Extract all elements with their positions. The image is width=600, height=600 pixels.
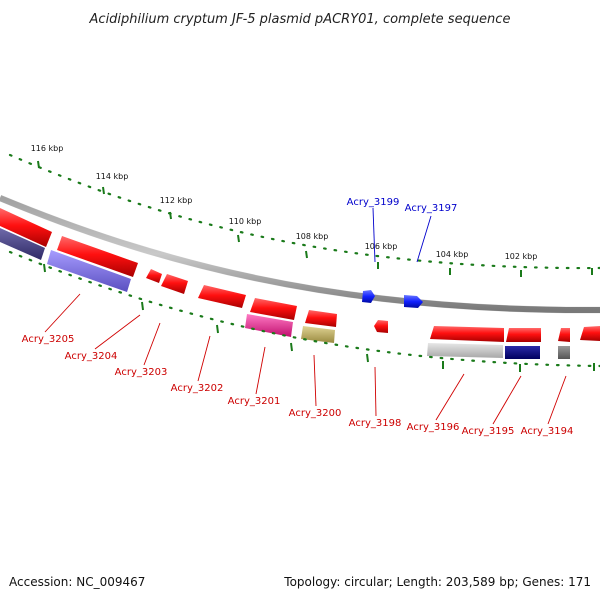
gene-label[interactable]: Acry_3202	[171, 383, 224, 394]
ruler-label: 116 kbp	[31, 144, 64, 153]
leader-line	[197, 335, 211, 382]
gene-arrow-acry-3200[interactable]	[305, 310, 337, 327]
cog-bar	[47, 250, 131, 292]
gene-label[interactable]: Acry_3205	[22, 334, 75, 345]
gene-arrow-acry-3201[interactable]	[250, 298, 297, 320]
gene-label[interactable]: Acry_3198	[349, 418, 402, 429]
gene-arrow-acry-3197[interactable]	[404, 295, 423, 308]
leader-line	[313, 354, 317, 407]
accession-text: Accession: NC_009467	[9, 575, 145, 589]
leader-line	[372, 207, 376, 263]
gene-arrow-acry-3195[interactable]	[506, 328, 541, 342]
gene-label[interactable]: Acry_3195	[462, 426, 515, 437]
gene-arrow-acry-3202[interactable]	[198, 285, 246, 308]
ruler-major-tick	[102, 186, 105, 195]
leader-line	[492, 375, 522, 425]
gene-arrow-acry-3194[interactable]	[558, 328, 570, 342]
page-title: Acidiphilium cryptum JF-5 plasmid pACRY0…	[89, 12, 511, 27]
cog-bar	[301, 326, 335, 343]
gene-label[interactable]: Acry_3194	[521, 426, 574, 437]
gene-arrow-acry-3203a[interactable]	[146, 269, 162, 283]
forward-genes	[362, 290, 423, 308]
gene-arrow-acry-3204[interactable]	[57, 236, 138, 277]
cog-bar	[0, 228, 45, 260]
ruler-label: 110 kbp	[229, 217, 262, 226]
plasmid-backbone-shadow	[0, 194, 600, 314]
leader-line	[94, 314, 141, 350]
plasmid-backbone	[0, 195, 600, 314]
ruler-major-tick	[141, 301, 144, 311]
gene-label[interactable]: Acry_3201	[228, 396, 281, 407]
label-leaders	[44, 207, 567, 425]
gene-label[interactable]: Acry_3196	[407, 422, 460, 433]
ruler-label: 106 kbp	[365, 242, 398, 251]
gene-arrow-acry-3198[interactable]	[374, 320, 388, 333]
ruler-label: 108 kbp	[296, 232, 329, 241]
ruler-label: 112 kbp	[160, 196, 193, 205]
leader-line	[416, 215, 432, 263]
gene-arrow-acry-3205[interactable]	[0, 208, 52, 247]
leader-line	[547, 375, 567, 425]
leader-line	[255, 346, 266, 395]
inner-ruler	[8, 250, 600, 372]
gene-labels: Acry_3205 Acry_3204 Acry_3203 Acry_3202 …	[22, 197, 574, 437]
ruler-major-tick	[290, 342, 293, 352]
ruler-major-tick	[169, 211, 172, 220]
leader-line	[374, 366, 377, 417]
inner-ruler-dots	[8, 250, 600, 368]
reverse-genes	[0, 208, 600, 342]
cog-bar	[505, 346, 540, 359]
leader-line	[44, 293, 81, 333]
leader-line	[435, 373, 465, 421]
cog-bar	[245, 314, 293, 337]
ruler-label: 114 kbp	[96, 172, 129, 181]
cog-track	[0, 228, 570, 359]
leader-line	[143, 322, 161, 366]
gene-label[interactable]: Acry_3200	[289, 408, 342, 419]
gene-label[interactable]: Acry_3199	[347, 197, 400, 208]
outer-ruler-dots	[8, 153, 600, 270]
gene-arrow-edge[interactable]	[580, 326, 600, 341]
gene-label[interactable]: Acry_3204	[65, 351, 118, 362]
ruler-major-tick	[366, 353, 369, 363]
ruler-major-tick	[43, 263, 46, 273]
summary-text: Topology: circular; Length: 203,589 bp; …	[283, 575, 591, 589]
ruler-label: 104 kbp	[436, 250, 469, 259]
ruler-major-tick	[305, 250, 308, 259]
outer-ruler: 116 kbp 114 kbp 112 kbp 110 kbp 108 kbp …	[8, 144, 600, 277]
gene-arrow-acry-3199[interactable]	[362, 290, 375, 303]
ruler-label: 102 kbp	[505, 252, 538, 261]
cog-bar	[427, 343, 503, 358]
ruler-major-tick	[237, 234, 240, 243]
ruler-major-tick	[37, 160, 40, 169]
cog-bar	[558, 346, 570, 359]
gene-arrow-acry-3203[interactable]	[161, 274, 188, 294]
gene-label[interactable]: Acry_3203	[115, 367, 168, 378]
gene-label[interactable]: Acry_3197	[405, 203, 458, 214]
ruler-major-tick	[216, 324, 219, 334]
gene-arrow-acry-3196[interactable]	[430, 326, 504, 342]
